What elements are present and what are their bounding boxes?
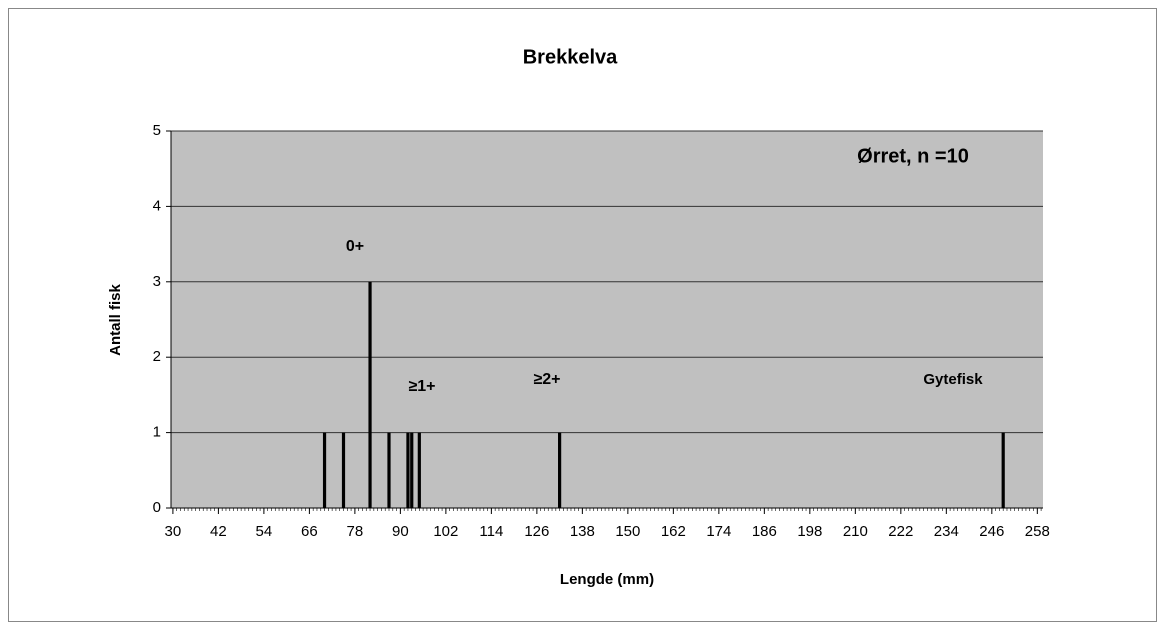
chart-title: Brekkelva (523, 46, 618, 68)
y-tick-label: 5 (153, 122, 161, 139)
annotation: 0+ (346, 238, 364, 255)
annotation: ≥1+ (408, 378, 435, 395)
x-tick-label: 222 (888, 523, 913, 540)
bar (368, 281, 372, 508)
x-tick-label: 234 (934, 523, 959, 540)
x-tick-label: 78 (347, 523, 364, 540)
y-axis-label: Antall fisk (107, 284, 124, 356)
bar (410, 432, 414, 508)
x-tick-label: 102 (433, 523, 458, 540)
x-tick-label: 54 (256, 523, 273, 540)
bar (406, 432, 410, 508)
x-tick-label: 30 (165, 523, 182, 540)
bar (558, 432, 562, 508)
x-tick-label: 138 (570, 523, 595, 540)
bar (417, 432, 421, 508)
x-tick-label: 174 (706, 523, 731, 540)
x-tick-label: 210 (843, 523, 868, 540)
x-tick-label: 246 (979, 523, 1004, 540)
plot-area (171, 131, 1043, 508)
x-tick-label: 90 (392, 523, 409, 540)
x-tick-label: 114 (479, 523, 503, 540)
x-tick-label: 162 (661, 523, 686, 540)
y-tick-label: 3 (153, 273, 161, 290)
y-tick-label: 1 (153, 424, 161, 441)
y-tick-label: 4 (153, 197, 161, 214)
x-tick-label: 42 (210, 523, 227, 540)
bar (322, 432, 327, 508)
x-tick-label: 258 (1025, 523, 1050, 540)
x-tick-label: 66 (301, 523, 318, 540)
x-tick-label: 126 (524, 523, 549, 540)
bar (341, 432, 346, 508)
x-tick-label: 186 (752, 523, 777, 540)
bar (387, 432, 391, 508)
bar (1001, 432, 1005, 508)
annotation: Gytefisk (923, 371, 983, 388)
annotation: Ørret, n =10 (857, 145, 969, 167)
annotation: ≥2+ (533, 371, 560, 388)
y-tick-label: 2 (153, 348, 161, 365)
y-tick-label: 0 (153, 499, 161, 516)
x-tick-label: 150 (615, 523, 640, 540)
x-axis-label: Lengde (mm) (560, 571, 654, 588)
x-tick-label: 198 (797, 523, 822, 540)
